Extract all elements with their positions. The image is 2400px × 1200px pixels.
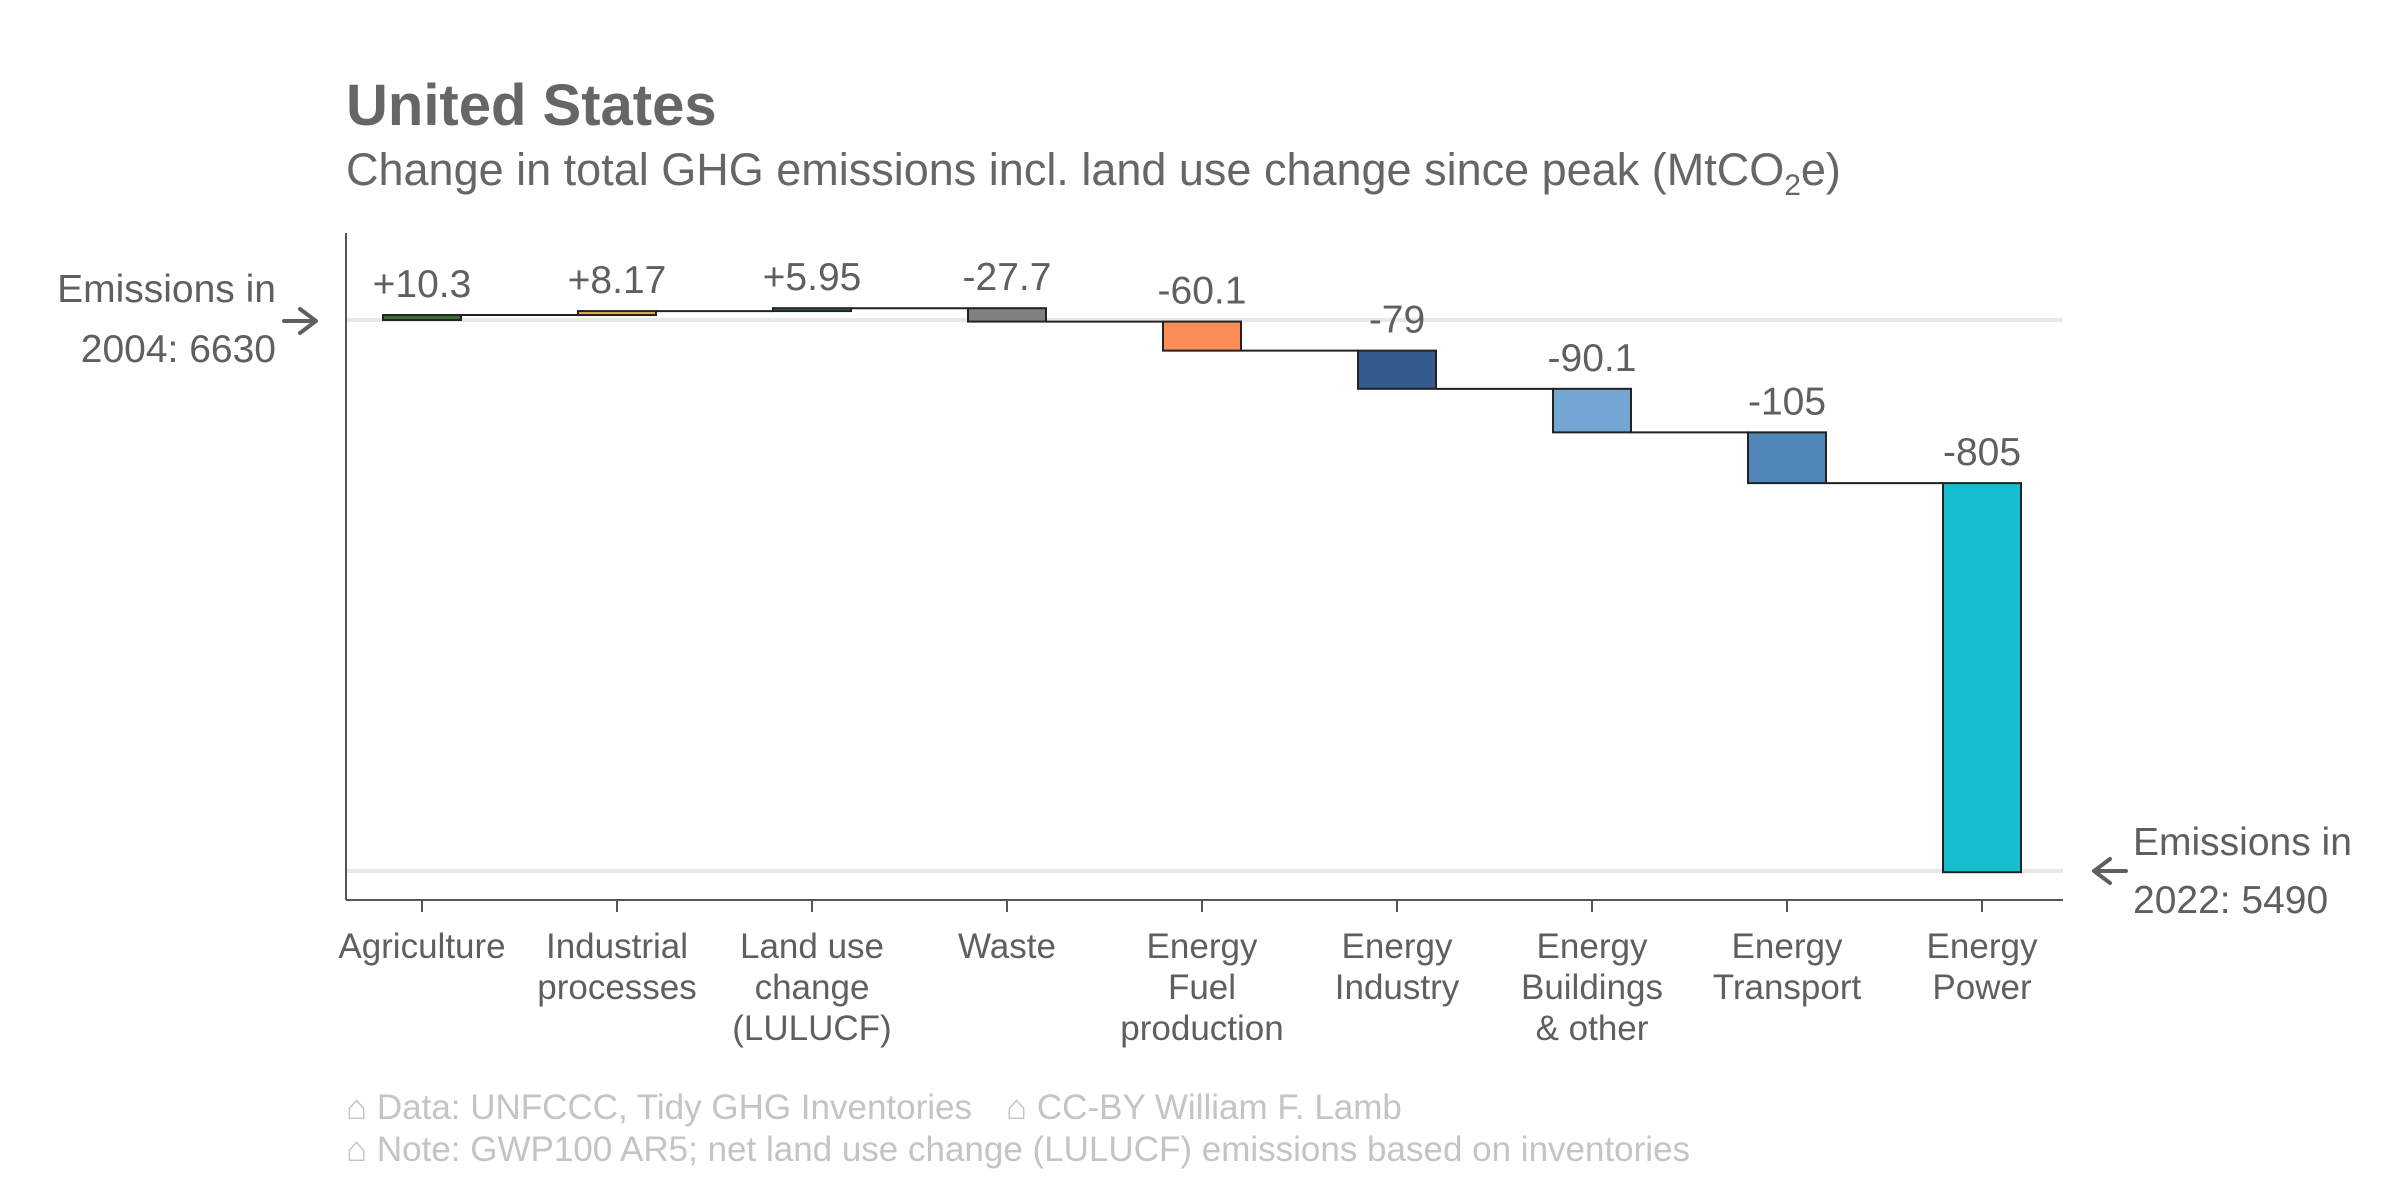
- category-label-energy-fuel-production: Energy Fuel production: [1120, 927, 1283, 1048]
- arrow-left-icon: [2092, 857, 2128, 885]
- value-label-waste: -27.7: [963, 256, 1052, 299]
- category-label-energy-transport: Energy Transport: [1713, 927, 1862, 1007]
- start-annotation-line2: 2004: 6630: [81, 328, 276, 371]
- bars: [382, 307, 2022, 874]
- bar-energy-fuel-production: [1162, 320, 1242, 352]
- value-label-energy-buildings-other: -90.1: [1548, 337, 1637, 380]
- bar-industrial-processes: [577, 310, 657, 317]
- bar-energy-power: [1942, 482, 2022, 874]
- category-label-industrial-processes: Industrial processes: [537, 927, 697, 1007]
- value-label-land-use-change-lulucf: +5.95: [763, 256, 862, 299]
- bar-waste: [967, 307, 1047, 323]
- value-labels: +10.3 +8.17 +5.95 -27.7 -60.1 -79 -90.1 -105 -80…: [373, 256, 2021, 474]
- bar-energy-buildings-other: [1552, 387, 1632, 434]
- start-annotation: Emissions in 2004: 6630: [57, 268, 318, 371]
- category-label-energy-industry: Energy Industry: [1335, 927, 1460, 1007]
- category-label-waste: Waste: [958, 927, 1056, 966]
- value-label-energy-industry: -79: [1369, 299, 1425, 342]
- value-label-industrial-processes: +8.17: [568, 259, 667, 302]
- end-annotation-line2: 2022: 5490: [2133, 879, 2328, 922]
- chart-subtitle: Change in total GHG emissions incl. land…: [346, 144, 1841, 202]
- value-label-energy-fuel-production: -60.1: [1158, 270, 1247, 313]
- category-label-energy-buildings-other: Energy Buildings & other: [1521, 927, 1663, 1048]
- value-label-energy-transport: -105: [1748, 380, 1826, 423]
- bar-land-use-change-lulucf: [772, 307, 852, 313]
- caption-sources: ⌂ Data: UNFCCC, Tidy GHG Inventories ⌂ CC…: [346, 1088, 1402, 1127]
- category-label-energy-power: Energy Power: [1927, 927, 2038, 1007]
- value-label-agriculture: +10.3: [373, 263, 472, 306]
- category-labels: Agriculture Industrial processes Land use ch…: [338, 927, 2038, 1048]
- connectors: [461, 307, 1943, 485]
- end-annotation: Emissions in 2022: 5490: [2092, 821, 2352, 922]
- category-label-land-use-change-lulucf: Land use change (LULUCF): [732, 927, 891, 1048]
- chart-title: United States: [346, 73, 717, 138]
- x-ticks: [421, 900, 1983, 912]
- bar-agriculture: [382, 314, 462, 322]
- value-label-energy-power: -805: [1943, 431, 2021, 474]
- end-annotation-line1: Emissions in: [2133, 821, 2352, 864]
- caption-note: ⌂ Note: GWP100 AR5; net land use change …: [346, 1130, 1691, 1169]
- arrow-right-icon: [282, 307, 318, 335]
- bar-energy-industry: [1357, 349, 1437, 390]
- start-annotation-line1: Emissions in: [57, 268, 276, 311]
- bar-energy-transport: [1747, 431, 1827, 485]
- gridlines: [346, 318, 2063, 873]
- category-label-agriculture: Agriculture: [338, 927, 505, 966]
